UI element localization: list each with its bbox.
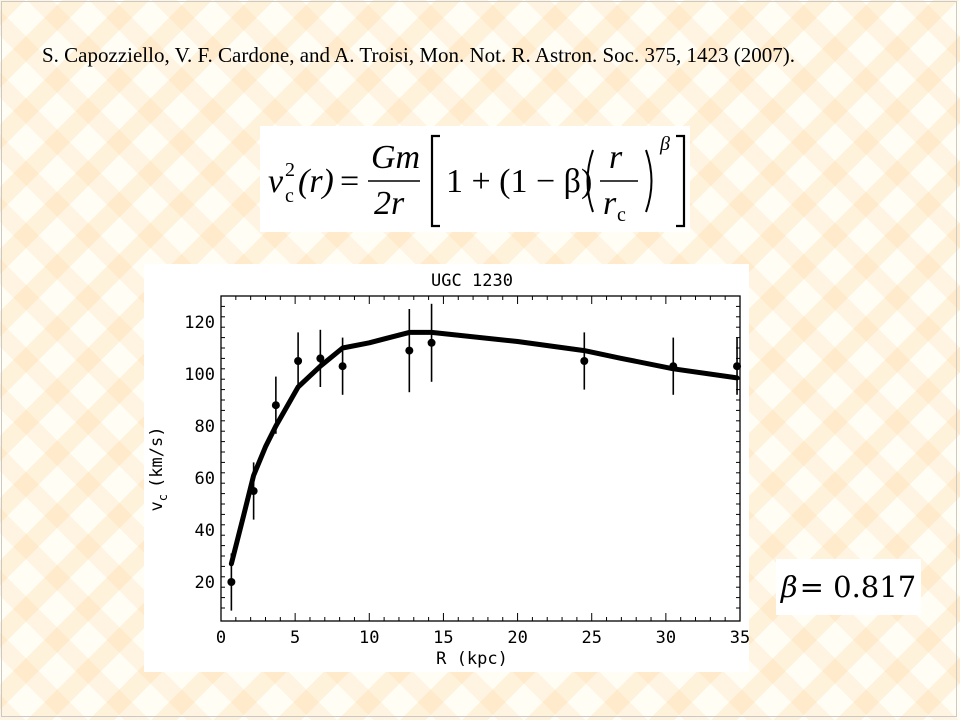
rotation-curve-chart: UGC 1230 R (kpc) vc (km/s) 0 5 10 15 20 25 30 35… (147, 271, 750, 669)
y-axis-label-v: v (147, 501, 167, 511)
data-point (427, 338, 436, 347)
data-point (669, 362, 678, 371)
data-point (733, 362, 742, 371)
beta-symbol: β (780, 570, 798, 604)
eq-exponent: β (659, 133, 670, 155)
x-tick-label: 5 (290, 628, 300, 648)
x-tick-label: 25 (581, 628, 601, 648)
citation-text: S. Capozziello, V. F. Cardone, and A. Tr… (42, 43, 795, 67)
left-paren-icon (586, 149, 594, 213)
right-paren-icon (645, 149, 653, 213)
eq-equals: = (340, 163, 359, 200)
plot-area (220, 295, 741, 622)
y-tick-label: 120 (184, 313, 215, 333)
y-tick-label: 40 (195, 521, 215, 541)
data-point (316, 354, 325, 363)
data-point (227, 578, 236, 586)
chart-panel: UGC 1230 R (kpc) vc (km/s) 0 5 10 15 20 25 30 35… (144, 264, 750, 672)
y-tick-label: 20 (195, 573, 215, 593)
left-bracket-icon (430, 134, 440, 228)
eq-rc-sub: c (617, 204, 626, 226)
eq-gm: Gm (371, 139, 420, 176)
y-axis-label: vc (km/s) (147, 427, 170, 512)
x-tick-label: 35 (730, 628, 749, 648)
x-axis-label: R (kpc) (436, 649, 508, 669)
eq-2r: 2r (374, 185, 405, 222)
right-bracket-icon (676, 134, 686, 228)
y-axis-label-unit: (km/s) (147, 427, 167, 488)
data-point (338, 362, 347, 371)
beta-value-box: β = 0.817 (776, 559, 921, 615)
data-point (271, 401, 280, 410)
y-tick-label: 80 (195, 417, 215, 437)
eq-r-num: r (609, 139, 623, 176)
x-tick-label: 15 (433, 628, 453, 648)
data-point (580, 357, 589, 365)
x-tick-label: 10 (359, 628, 379, 648)
x-tick-label: 30 (656, 628, 676, 648)
x-tick-label: 0 (216, 628, 226, 648)
data-point (405, 346, 414, 355)
data-point (294, 357, 303, 365)
eq-lhs-sup: 2 (285, 159, 295, 181)
y-tick-label: 100 (184, 365, 215, 385)
eq-lhs-arg: (r) (298, 163, 334, 200)
data-point (249, 487, 258, 495)
rotation-curve-equation: v 2 c (r) = Gm 2r 1 + (1 − β) r r c β (260, 126, 690, 232)
y-tick-label: 60 (195, 469, 215, 489)
eq-one-plus: 1 + (1 − β) (446, 163, 592, 200)
beta-value: = 0.817 (799, 570, 917, 604)
chart-title: UGC 1230 (431, 271, 513, 291)
svg-text:vc(km/s): vc (km/s) (147, 427, 170, 512)
model-curve (228, 329, 740, 567)
y-axis-label-sub: c (156, 494, 170, 501)
eq-lhs-sub: c (285, 185, 294, 207)
x-tick-label: 20 (507, 628, 527, 648)
eq-r-den: r (603, 185, 617, 222)
equation-svg: v 2 c (r) = Gm 2r 1 + (1 − β) r r c β (268, 133, 686, 228)
eq-lhs-v: v (268, 163, 284, 200)
